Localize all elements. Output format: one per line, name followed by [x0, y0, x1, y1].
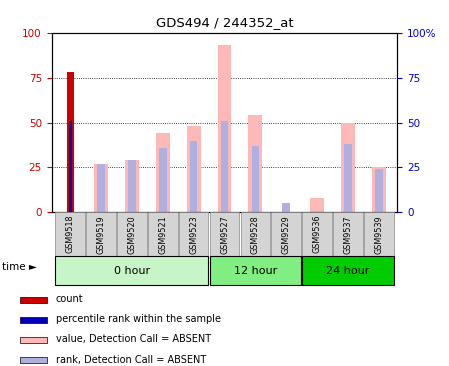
- Bar: [148, 212, 177, 256]
- Bar: [97, 164, 105, 212]
- Bar: [20, 337, 47, 343]
- Text: GSM9523: GSM9523: [189, 215, 198, 254]
- Bar: [128, 160, 136, 212]
- Bar: [20, 317, 47, 323]
- Bar: [117, 212, 147, 256]
- Bar: [271, 212, 301, 256]
- Bar: [86, 212, 116, 256]
- Bar: [241, 212, 270, 256]
- Bar: [159, 148, 167, 212]
- Bar: [20, 357, 47, 363]
- Text: value, Detection Call = ABSENT: value, Detection Call = ABSENT: [56, 335, 211, 344]
- Text: GSM9518: GSM9518: [66, 215, 75, 254]
- Bar: [220, 121, 229, 212]
- Bar: [302, 256, 394, 285]
- Text: GSM9520: GSM9520: [128, 215, 136, 254]
- Text: count: count: [56, 294, 83, 304]
- Bar: [310, 198, 324, 212]
- Text: GSM9528: GSM9528: [251, 215, 260, 254]
- Bar: [179, 212, 208, 256]
- Bar: [67, 72, 74, 212]
- Bar: [282, 203, 290, 212]
- Bar: [218, 45, 231, 212]
- Bar: [302, 212, 332, 256]
- Text: 24 hour: 24 hour: [326, 266, 370, 276]
- Bar: [372, 168, 386, 212]
- Bar: [125, 160, 139, 212]
- Bar: [69, 121, 72, 212]
- Bar: [341, 123, 355, 212]
- Text: GSM9519: GSM9519: [97, 215, 106, 254]
- Text: GSM9539: GSM9539: [374, 215, 383, 254]
- Text: GSM9536: GSM9536: [313, 215, 321, 254]
- Bar: [210, 212, 239, 256]
- Text: GSM9527: GSM9527: [220, 215, 229, 254]
- Text: 0 hour: 0 hour: [114, 266, 150, 276]
- Text: GDS494 / 244352_at: GDS494 / 244352_at: [156, 16, 293, 30]
- Bar: [190, 141, 198, 212]
- Bar: [344, 144, 352, 212]
- Bar: [55, 256, 208, 285]
- Bar: [251, 146, 259, 212]
- Bar: [55, 212, 85, 256]
- Bar: [94, 164, 108, 212]
- Text: time ►: time ►: [2, 262, 37, 272]
- Bar: [156, 133, 170, 212]
- Text: percentile rank within the sample: percentile rank within the sample: [56, 314, 220, 324]
- Bar: [375, 169, 383, 212]
- Text: GSM9537: GSM9537: [343, 215, 352, 254]
- Text: rank, Detection Call = ABSENT: rank, Detection Call = ABSENT: [56, 355, 206, 365]
- Bar: [210, 256, 301, 285]
- Text: GSM9529: GSM9529: [282, 215, 291, 254]
- Bar: [364, 212, 394, 256]
- Bar: [187, 126, 201, 212]
- Text: 12 hour: 12 hour: [234, 266, 277, 276]
- Bar: [333, 212, 363, 256]
- Bar: [20, 297, 47, 303]
- Text: GSM9521: GSM9521: [158, 215, 167, 254]
- Bar: [248, 115, 262, 212]
